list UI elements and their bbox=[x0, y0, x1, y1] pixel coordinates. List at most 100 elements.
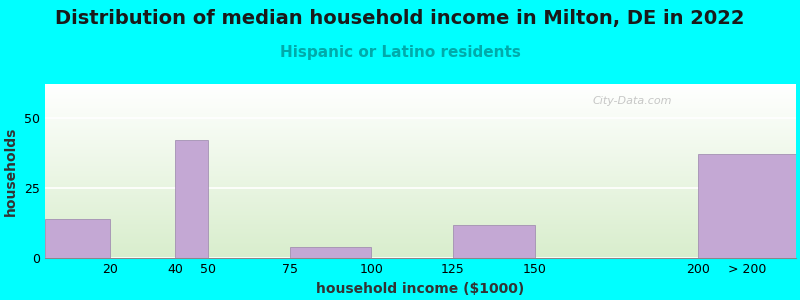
Bar bbox=[45, 152, 796, 153]
Bar bbox=[45, 117, 796, 118]
Bar bbox=[45, 212, 796, 213]
Bar bbox=[45, 227, 796, 228]
Bar bbox=[45, 109, 796, 110]
Bar bbox=[45, 257, 796, 258]
Bar bbox=[45, 207, 796, 208]
Bar bbox=[45, 176, 796, 177]
Bar bbox=[45, 196, 796, 197]
Bar bbox=[45, 231, 796, 232]
Bar bbox=[45, 126, 796, 127]
Bar bbox=[45, 142, 796, 143]
Bar bbox=[45, 149, 796, 150]
Bar bbox=[45, 203, 796, 204]
Bar bbox=[45, 133, 796, 134]
Bar bbox=[45, 168, 796, 169]
Bar bbox=[45, 100, 796, 101]
Bar bbox=[45, 106, 796, 107]
Bar bbox=[45, 112, 796, 113]
Bar bbox=[45, 240, 796, 241]
Bar bbox=[45, 247, 796, 248]
Bar bbox=[45, 129, 796, 130]
Bar bbox=[45, 210, 796, 211]
Bar bbox=[45, 153, 796, 154]
Bar bbox=[45, 86, 796, 87]
Bar bbox=[45, 151, 796, 152]
Bar bbox=[45, 229, 796, 230]
Bar bbox=[45, 220, 796, 221]
Bar bbox=[45, 88, 796, 89]
Bar bbox=[45, 146, 796, 147]
Bar bbox=[45, 89, 796, 90]
Bar bbox=[45, 163, 796, 164]
Bar bbox=[45, 164, 796, 165]
Bar bbox=[45, 223, 796, 224]
Bar bbox=[45, 169, 796, 170]
Bar bbox=[45, 156, 796, 157]
Bar bbox=[45, 183, 796, 184]
Bar bbox=[45, 91, 796, 92]
Bar bbox=[45, 256, 796, 257]
Bar bbox=[45, 205, 796, 206]
Bar bbox=[45, 228, 796, 229]
Bar bbox=[45, 141, 796, 142]
Bar bbox=[45, 148, 796, 149]
Bar bbox=[45, 158, 796, 159]
Bar bbox=[45, 155, 796, 156]
Bar bbox=[45, 178, 796, 179]
Bar bbox=[45, 101, 796, 102]
Bar bbox=[45, 116, 796, 117]
Bar bbox=[45, 193, 796, 194]
Bar bbox=[45, 171, 796, 172]
Bar bbox=[45, 131, 796, 132]
Bar bbox=[45, 135, 796, 136]
Bar bbox=[45, 150, 796, 151]
Bar bbox=[45, 181, 796, 182]
Bar bbox=[45, 99, 796, 100]
Bar bbox=[45, 118, 796, 119]
Bar bbox=[45, 175, 796, 176]
Y-axis label: households: households bbox=[4, 127, 18, 216]
Bar bbox=[45, 236, 796, 237]
Bar bbox=[45, 127, 796, 128]
Bar bbox=[45, 108, 796, 109]
Bar bbox=[45, 102, 796, 103]
Bar bbox=[45, 186, 796, 187]
Bar bbox=[45, 217, 796, 218]
Bar bbox=[290, 247, 371, 258]
Bar bbox=[45, 98, 796, 99]
Bar bbox=[45, 134, 796, 135]
Bar bbox=[45, 97, 796, 98]
Bar bbox=[45, 232, 796, 233]
Bar bbox=[45, 161, 796, 162]
Bar bbox=[45, 249, 796, 250]
Bar bbox=[45, 199, 796, 200]
Bar bbox=[45, 214, 796, 215]
Bar bbox=[45, 110, 796, 111]
Bar bbox=[45, 241, 796, 242]
Bar bbox=[45, 169, 796, 170]
Bar bbox=[45, 187, 796, 188]
Bar bbox=[45, 239, 796, 240]
Bar bbox=[45, 173, 796, 174]
Bar bbox=[45, 253, 796, 254]
Bar bbox=[45, 252, 796, 253]
Bar bbox=[45, 123, 796, 124]
Bar bbox=[45, 185, 796, 186]
Bar bbox=[45, 194, 796, 195]
Bar bbox=[45, 167, 796, 168]
Bar bbox=[45, 104, 796, 105]
Bar bbox=[45, 96, 796, 97]
Bar bbox=[45, 213, 796, 214]
Bar bbox=[45, 202, 796, 203]
Bar bbox=[45, 215, 796, 216]
Bar bbox=[453, 225, 534, 258]
Bar bbox=[45, 159, 796, 160]
Bar bbox=[45, 121, 796, 122]
Bar bbox=[45, 162, 796, 163]
Bar bbox=[45, 197, 796, 198]
Bar bbox=[45, 234, 796, 235]
Bar bbox=[45, 224, 796, 225]
Text: City-Data.com: City-Data.com bbox=[593, 96, 673, 106]
Bar bbox=[45, 124, 796, 125]
Bar bbox=[45, 85, 796, 86]
